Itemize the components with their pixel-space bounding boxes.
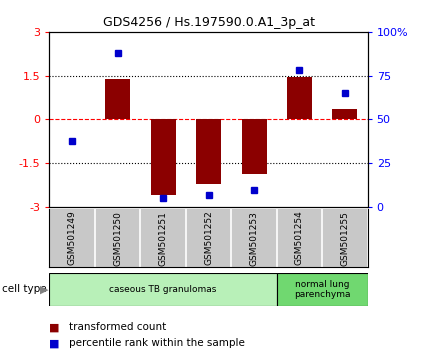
Text: GSM501254: GSM501254 bbox=[295, 211, 304, 266]
Bar bbox=[242, 120, 267, 173]
Text: GSM501253: GSM501253 bbox=[249, 211, 258, 266]
Text: ▶: ▶ bbox=[40, 284, 48, 295]
Text: transformed count: transformed count bbox=[69, 322, 166, 332]
Text: caseous TB granulomas: caseous TB granulomas bbox=[109, 285, 217, 294]
Text: ■: ■ bbox=[49, 322, 60, 332]
Bar bbox=[105, 79, 130, 120]
Bar bbox=[277, 273, 368, 306]
Text: normal lung
parenchyma: normal lung parenchyma bbox=[294, 280, 350, 299]
Text: ■: ■ bbox=[49, 338, 60, 348]
Text: percentile rank within the sample: percentile rank within the sample bbox=[69, 338, 245, 348]
Text: GSM501249: GSM501249 bbox=[68, 211, 77, 266]
Bar bbox=[287, 77, 312, 120]
Text: GSM501252: GSM501252 bbox=[204, 211, 213, 266]
Bar bbox=[150, 120, 175, 195]
Bar bbox=[49, 273, 277, 306]
Title: GDS4256 / Hs.197590.0.A1_3p_at: GDS4256 / Hs.197590.0.A1_3p_at bbox=[102, 16, 315, 29]
Bar bbox=[196, 120, 221, 184]
Text: GSM501251: GSM501251 bbox=[159, 211, 168, 266]
Text: GSM501255: GSM501255 bbox=[341, 211, 350, 266]
Text: cell type: cell type bbox=[2, 284, 47, 295]
Text: GSM501250: GSM501250 bbox=[113, 211, 122, 266]
Bar bbox=[332, 109, 357, 120]
